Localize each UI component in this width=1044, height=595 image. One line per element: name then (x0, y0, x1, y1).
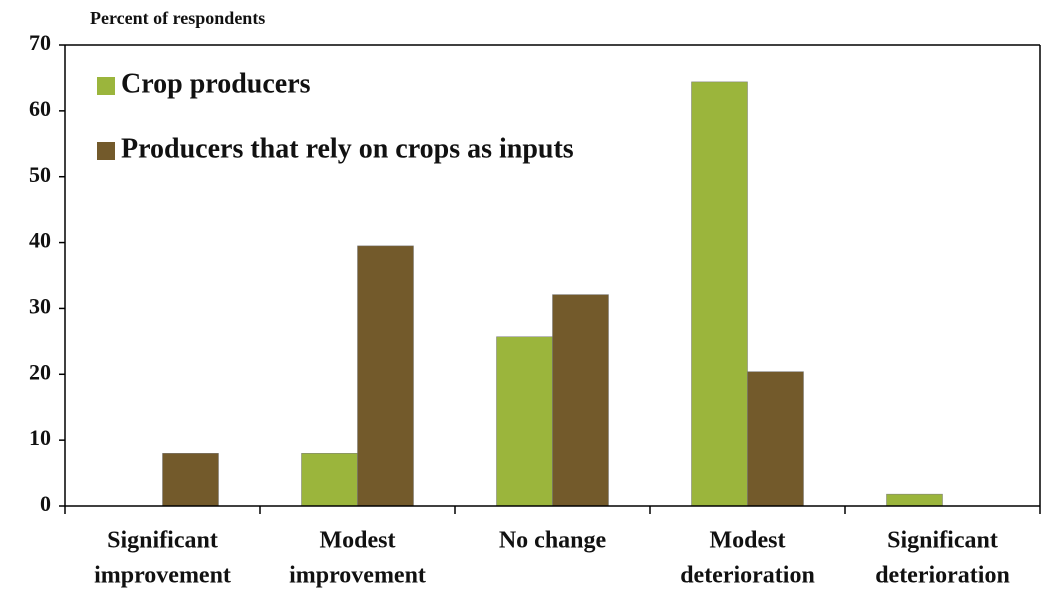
x-tick-label: No change (499, 528, 607, 554)
bar (496, 336, 553, 507)
bar (162, 453, 219, 507)
y-axis-label: Percent of respondents (90, 8, 265, 28)
legend-swatch (97, 77, 115, 95)
x-tick-label: Significant (107, 528, 218, 554)
bar (886, 493, 943, 507)
x-tick-label: improvement (94, 563, 231, 589)
x-tick-label: Modest (320, 528, 396, 554)
y-tick-label: 30 (29, 293, 51, 318)
x-tick-label: deterioration (680, 563, 815, 589)
y-tick-label: 0 (40, 491, 51, 516)
bar (691, 81, 748, 507)
bar (747, 371, 804, 507)
legend-label: Crop producers (121, 68, 311, 99)
bar (357, 245, 414, 507)
legend-label: Producers that rely on crops as inputs (121, 133, 574, 164)
x-tick-label: Significant (887, 528, 998, 554)
y-tick-label: 10 (29, 425, 51, 450)
bar (301, 453, 358, 507)
x-tick-label: Modest (710, 528, 786, 554)
y-tick-label: 40 (29, 228, 51, 253)
y-tick-label: 60 (29, 96, 51, 121)
y-tick-label: 50 (29, 162, 51, 187)
y-tick-label: 20 (29, 359, 51, 384)
x-tick-label: improvement (289, 563, 426, 589)
x-tick-label: deterioration (875, 563, 1010, 589)
bar (552, 294, 609, 507)
y-tick-label: 70 (29, 30, 51, 55)
legend-swatch (97, 142, 115, 160)
